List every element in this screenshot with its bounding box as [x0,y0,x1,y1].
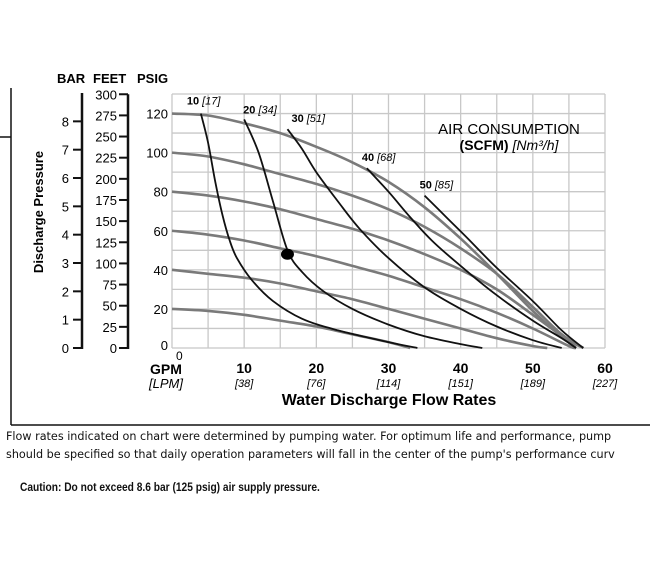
air-curve-label-40: 40 [68] [362,152,397,164]
marked-operating-point [280,248,294,260]
air-consumption-units: (SCFM) [Nm³/h] [460,137,560,153]
air-consumption-curve-10 [199,113,418,349]
bar-tick-label: 7 [62,143,69,158]
nm3h-unit: [Nm³/h] [512,137,560,153]
nm3h-value: [85] [434,180,454,192]
x-tick-gpm: 60 [597,360,613,376]
pressure-curve [171,151,584,350]
feet-tick-label: 150 [95,214,117,229]
psig-axis-label: PSIG [137,71,168,86]
pressure-curve [171,112,584,350]
air-curve-label-20: 20 [34] [243,104,278,116]
bar-tick-label: 4 [62,228,69,243]
air-consumption-curve-40 [366,167,577,349]
scfm-unit: (SCFM) [460,137,509,153]
scfm-value: 20 [243,104,255,116]
feet-tick-label: 75 [103,278,117,293]
caution-note: Caution: Do not exceed 8.6 bar (125 psig… [20,480,320,494]
pressure-curve [171,190,577,349]
x-tick-lpm: [151] [447,378,473,390]
x-tick-lpm: [38] [234,378,254,390]
feet-tick-label: 300 [95,87,117,102]
feet-tick-label: 50 [103,299,117,314]
air-curve-label-10: 10 [17] [187,96,222,108]
air-consumption-curve-50 [423,194,584,349]
x-tick-gpm: 30 [381,360,397,376]
x-unit-gpm: GPM [150,361,182,377]
bar-tick-label: 8 [62,114,69,129]
pressure-curves [171,112,584,350]
scfm-value: 40 [362,152,374,164]
air-consumption-curve-30 [286,128,562,349]
feet-tick-label: 100 [95,256,117,271]
bar-axis-label: BAR [57,71,86,86]
feet-tick-label: 225 [95,151,117,166]
scfm-value: 50 [420,180,432,192]
pressure-curve [171,268,548,350]
nm3h-value: [17] [201,96,221,108]
air-curve-label-30: 30 [51] [291,113,326,125]
axes: 0204060801001200025507510012515017520022… [62,87,618,390]
psig-tick-label: 120 [146,107,168,122]
footer-note-line-1: Flow rates indicated on chart were deter… [6,430,612,443]
bar-tick-label: 1 [62,313,69,328]
pressure-curve [171,229,577,350]
x-tick-gpm: 10 [236,360,252,376]
bar-tick-label: 0 [62,341,69,356]
feet-axis-label: FEET [93,71,126,86]
air-curves: 10 [17] 20 [34] 30 [51] 40 [68] 50 [85] [187,96,584,349]
footer-note-line-2: should be specified so that daily operat… [6,448,615,461]
y-axis-title: Discharge Pressure [31,151,46,273]
x-axis-title: Water Discharge Flow Rates [282,392,497,409]
air-consumption-title: AIR CONSUMPTION [438,121,580,138]
x-tick-label-0: 0 [176,349,183,363]
x-tick-lpm: [76] [306,378,326,390]
x-tick-lpm: [189] [520,378,546,390]
feet-tick-label: 250 [95,130,117,145]
bar-tick-label: 6 [62,171,69,186]
scfm-value: 30 [291,113,303,125]
psig-tick-label: 100 [146,146,168,161]
air-consumption-curve-20 [243,119,483,349]
nm3h-value: [34] [257,104,277,116]
x-tick-lpm: [227] [592,378,618,390]
x-tick-gpm: 40 [453,360,469,376]
feet-tick-label: 25 [103,320,117,335]
nm3h-value: [51] [306,113,326,125]
feet-tick-label: 200 [95,172,117,187]
frame-lines [0,88,650,426]
x-tick-lpm: [114] [376,378,402,390]
psig-tick-label: 40 [154,263,168,278]
feet-tick-label: 125 [95,235,117,250]
psig-tick-label: 60 [154,224,168,239]
psig-tick-label: 80 [154,185,168,200]
x-tick-gpm: 50 [525,360,541,376]
feet-tick-label: 0 [110,341,117,356]
feet-tick-label: 275 [95,108,117,123]
psig-tick-label: 0 [161,338,168,353]
psig-tick-label: 20 [154,302,168,317]
bar-tick-label: 2 [62,284,69,299]
feet-tick-label: 175 [95,193,117,208]
bar-tick-label: 5 [62,199,69,214]
air-curve-label-50: 50 [85] [420,180,455,192]
x-tick-gpm: 20 [309,360,325,376]
nm3h-value: [68] [376,152,396,164]
x-unit-lpm: [LPM] [148,376,183,391]
scfm-value: 10 [187,96,199,108]
bar-tick-label: 3 [62,256,69,271]
